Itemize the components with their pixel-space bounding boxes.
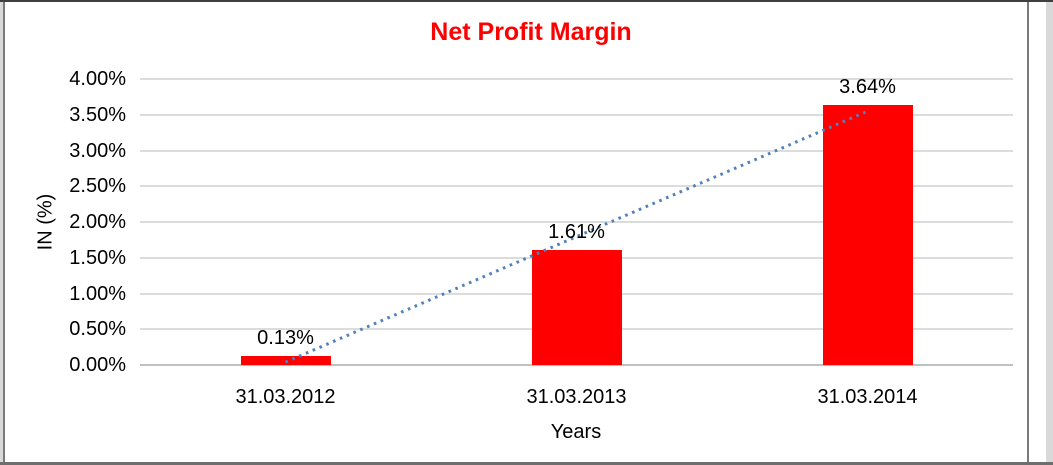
bar-31.03.2013[interactable] [531,249,622,365]
x-axis-title: Years [550,421,602,443]
x-category-label: 31.03.2012 [235,386,336,408]
y-tick-label: 2.00% [69,211,126,233]
x-category-label: 31.03.2013 [526,386,627,408]
gridline [140,221,1013,223]
data-label: 3.64% [839,75,896,98]
gridline [140,113,1013,116]
y-tick-label: 2.50% [69,175,126,198]
x-category-label: 31.03.2014 [817,386,918,408]
y-tick-label: 1.50% [69,246,126,269]
bar-31.03.2012[interactable] [240,355,331,365]
chart-title: Net Profit Margin [430,18,632,46]
x-axis-line [140,364,1013,366]
gridline [140,78,1013,80]
y-tick-label: 4.00% [69,68,126,90]
y-tick-label: 1.00% [69,282,126,305]
gridline [140,149,1013,152]
y-tick-label: 3.50% [69,103,126,126]
data-label: 0.13% [257,326,314,349]
y-tick-label: 0.00% [69,354,126,376]
y-tick-label: 0.50% [69,318,126,341]
gridline [140,185,1013,188]
data-label: 1.61% [548,220,605,243]
y-tick-label: 3.00% [69,139,126,162]
trendline-segment[interactable] [284,109,869,364]
bar-31.03.2014[interactable] [822,104,913,365]
